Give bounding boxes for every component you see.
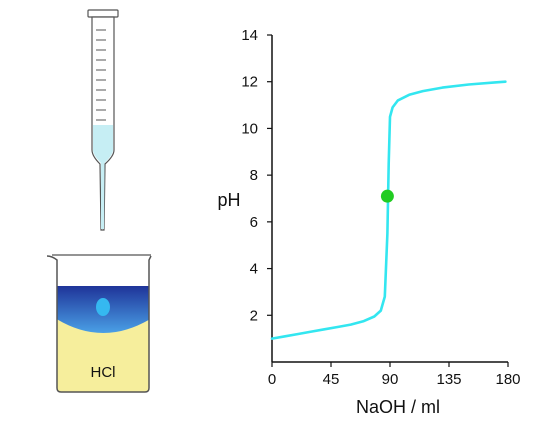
chart-ticks: 0 45 90 135 180 2 4 6 8 10 12 14 <box>241 27 520 388</box>
x-tick-label: 90 <box>382 371 399 388</box>
x-tick-label: 45 <box>323 371 340 388</box>
x-tick-label: 135 <box>436 371 461 388</box>
titration-curve-line <box>270 80 507 340</box>
x-axis-label: NaOH / ml <box>356 397 440 417</box>
burette-icon <box>87 9 119 231</box>
y-tick-label: 6 <box>250 214 258 231</box>
chart-series <box>270 80 507 340</box>
y-tick-label: 10 <box>241 120 258 137</box>
chart-markers <box>380 189 394 203</box>
y-axis-label: pH <box>217 190 240 210</box>
y-tick-label: 8 <box>250 167 258 184</box>
y-tick-label: 4 <box>250 261 258 278</box>
beaker-icon: HCl <box>46 254 152 393</box>
y-tick-label: 2 <box>250 307 258 324</box>
x-tick-label: 180 <box>495 371 520 388</box>
titration-curve-chart: 0 45 90 135 180 2 4 6 8 10 12 14 NaOH / ml pH <box>217 27 520 417</box>
beaker-label: HCl <box>91 364 116 381</box>
x-tick-label: 0 <box>268 371 276 388</box>
equivalence-point-marker <box>380 189 394 203</box>
y-tick-label: 14 <box>241 27 258 44</box>
y-tick-label: 12 <box>241 74 258 91</box>
drop-icon <box>96 298 110 316</box>
